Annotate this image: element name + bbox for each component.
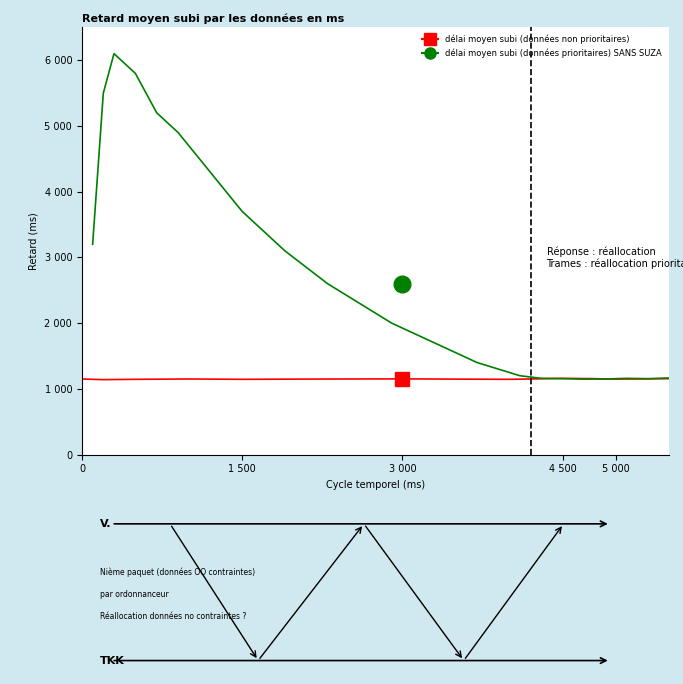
- X-axis label: Cycle temporel (ms): Cycle temporel (ms): [326, 480, 426, 490]
- Text: Retard moyen subi par les données en ms: Retard moyen subi par les données en ms: [82, 13, 344, 24]
- Text: Réallocation données no contraintes ?: Réallocation données no contraintes ?: [100, 612, 246, 621]
- Text: par ordonnanceur: par ordonnanceur: [100, 590, 168, 599]
- Text: V.: V.: [100, 519, 111, 529]
- Y-axis label: Retard (ms): Retard (ms): [29, 212, 39, 270]
- Text: Nième paquet (données OO contraintes): Nième paquet (données OO contraintes): [100, 568, 255, 577]
- Text: Réponse : réallocation
Trames : réallocation prioritaires: Réponse : réallocation Trames : réalloca…: [546, 246, 683, 269]
- Legend: délai moyen subi (données non prioritaires), délai moyen subi (données prioritai: délai moyen subi (données non prioritair…: [419, 31, 665, 62]
- Text: TKK: TKK: [100, 655, 124, 666]
